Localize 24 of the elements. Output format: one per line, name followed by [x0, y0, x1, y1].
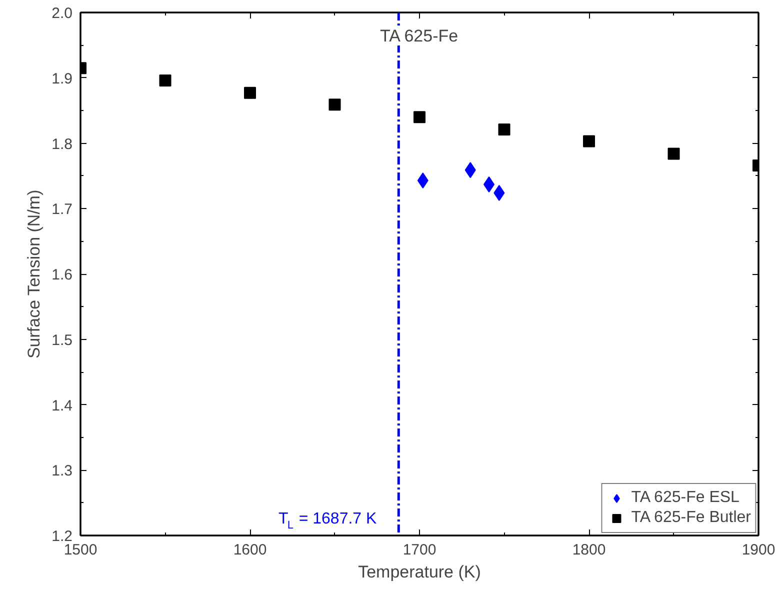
point: [244, 86, 256, 99]
point: [583, 135, 595, 148]
y-tick-label: 1.4: [52, 397, 73, 414]
x-tick-label: 1900: [742, 542, 776, 558]
x-axis-title: Temperature (K): [358, 562, 481, 582]
point: [328, 98, 341, 111]
y-tick-label: 1.8: [52, 136, 73, 153]
y-tick-label: 2.0: [52, 5, 73, 22]
point: [414, 111, 426, 124]
x-tick-label: 1600: [233, 542, 267, 558]
y-tick-label: 1.6: [52, 266, 73, 284]
legend-label: TA 625-Fe Butler: [631, 509, 751, 527]
y-axis-title: Surface Tension (N/m): [24, 190, 44, 359]
x-tick-label: 1800: [572, 542, 606, 558]
point: [668, 148, 680, 160]
text: TA 625-Fe: [380, 26, 458, 46]
y-tick-label: 1.9: [52, 70, 73, 88]
y-tick-label: 1.7: [52, 201, 73, 218]
point: [498, 124, 510, 136]
y-tick-label: 1.5: [52, 332, 73, 349]
y-tick-label: 1.3: [52, 462, 73, 480]
legend-label: TA 625-Fe ESL: [631, 489, 740, 507]
x-tick-label: 1700: [402, 542, 436, 558]
point: [159, 74, 172, 86]
